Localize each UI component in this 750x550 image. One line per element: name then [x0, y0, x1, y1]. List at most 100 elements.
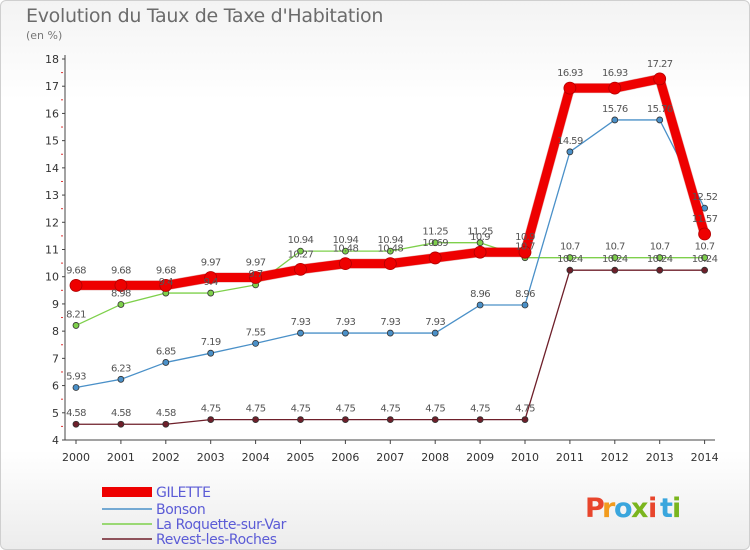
y-tick-label: 13: [45, 189, 59, 202]
data-point: [428, 251, 442, 265]
data-label: 14.59: [557, 136, 583, 147]
y-tick-label: 16: [45, 107, 59, 120]
legend-label: Revest-les-Roches: [156, 532, 277, 548]
data-label: 12.52: [692, 192, 718, 203]
y-tick-label: 7: [52, 352, 59, 365]
y-tick-label: 14: [45, 162, 59, 175]
x-tick-label: 2010: [511, 451, 539, 464]
data-point: [294, 262, 307, 276]
data-label: 15.76: [602, 104, 628, 115]
data-label: 7.93: [291, 317, 311, 328]
data-label: 4.75: [246, 404, 266, 415]
data-point: [608, 81, 622, 95]
data-label: 10.94: [333, 235, 359, 246]
x-tick-label: 2011: [556, 451, 584, 464]
data-label: 9.68: [156, 265, 176, 276]
data-label: 8.21: [66, 309, 86, 320]
data-point: [297, 247, 304, 255]
data-point: [431, 239, 439, 247]
data-point: [162, 420, 170, 428]
data-point: [701, 266, 708, 274]
x-tick-label: 2005: [287, 451, 315, 464]
data-point: [476, 301, 484, 309]
data-point: [386, 247, 394, 255]
chart-subtitle: (en %): [26, 29, 63, 42]
x-tick-label: 2002: [152, 451, 180, 464]
data-label: 9.97: [246, 258, 266, 269]
data-label: 17.27: [647, 59, 673, 70]
data-label: 10.7: [515, 242, 535, 253]
x-tick-label: 2001: [107, 451, 135, 464]
data-point: [162, 359, 170, 366]
data-label: 10.27: [288, 249, 314, 260]
logo-letter: x: [631, 493, 648, 524]
series-bonson: [72, 116, 708, 391]
y-tick-label: 4: [52, 434, 59, 447]
x-tick-label: 2012: [601, 451, 629, 464]
data-point: [611, 266, 619, 274]
data-point: [383, 257, 397, 271]
data-point: [297, 416, 304, 423]
data-label: 6.85: [156, 346, 176, 357]
data-point: [476, 416, 484, 423]
data-point: [72, 420, 80, 428]
data-label: 10.69: [422, 238, 448, 249]
data-label: 8.96: [515, 289, 535, 300]
data-point: [72, 384, 80, 391]
x-tick-label: 2004: [242, 451, 270, 464]
data-point: [656, 266, 664, 274]
y-tick-label: 8: [52, 325, 59, 338]
chart-title: Evolution du Taux de Taxe d'Habitation: [26, 5, 384, 27]
data-label: 4.75: [201, 404, 221, 415]
series-revest-les-roches: [72, 266, 708, 428]
data-point: [72, 322, 80, 329]
x-tick-label: 2003: [197, 451, 225, 464]
data-point: [204, 271, 218, 284]
x-tick-label: 2000: [62, 451, 90, 464]
data-label: 10.48: [333, 244, 359, 255]
series-la-roquette-sur-var: [72, 239, 708, 329]
data-label: 5.93: [66, 371, 86, 382]
legend-label: Bonson: [156, 502, 205, 518]
data-label: 9.68: [111, 265, 131, 276]
data-label: 10.24: [557, 254, 583, 265]
data-point: [338, 257, 352, 271]
y-tick-label: 6: [52, 380, 59, 393]
data-label: 10.7: [560, 242, 580, 253]
data-point: [207, 349, 215, 357]
logo-letter: i: [672, 493, 681, 524]
data-point: [207, 289, 215, 297]
data-label: 7.93: [425, 317, 445, 328]
data-point: [611, 254, 619, 262]
data-point: [117, 375, 125, 383]
data-point: [521, 416, 529, 423]
y-tick-label: 10: [45, 271, 59, 284]
logo-letter: P: [585, 493, 605, 524]
y-tick-label: 17: [45, 80, 59, 93]
data-point: [252, 339, 260, 347]
data-label: 4.58: [111, 408, 131, 419]
data-point: [563, 81, 577, 95]
data-label: 10.48: [377, 244, 403, 255]
data-point: [521, 301, 529, 309]
data-label: 16.93: [602, 68, 628, 79]
data-point: [114, 279, 128, 292]
y-tick-label: 5: [52, 407, 59, 420]
data-point: [341, 247, 349, 255]
data-point: [297, 329, 304, 337]
data-point: [386, 416, 394, 423]
data-point: [252, 416, 260, 423]
data-label: 9.7: [249, 269, 263, 280]
y-tick-label: 12: [45, 216, 59, 229]
data-label: 9.4: [204, 277, 218, 288]
logo-letter: i: [648, 493, 657, 524]
data-label: 10.7: [605, 242, 625, 253]
data-label: 15.76: [647, 104, 673, 115]
data-point: [653, 72, 667, 86]
data-point: [656, 254, 664, 262]
data-point: [117, 420, 125, 428]
data-label: 11.57: [692, 214, 718, 225]
data-point: [341, 416, 349, 423]
